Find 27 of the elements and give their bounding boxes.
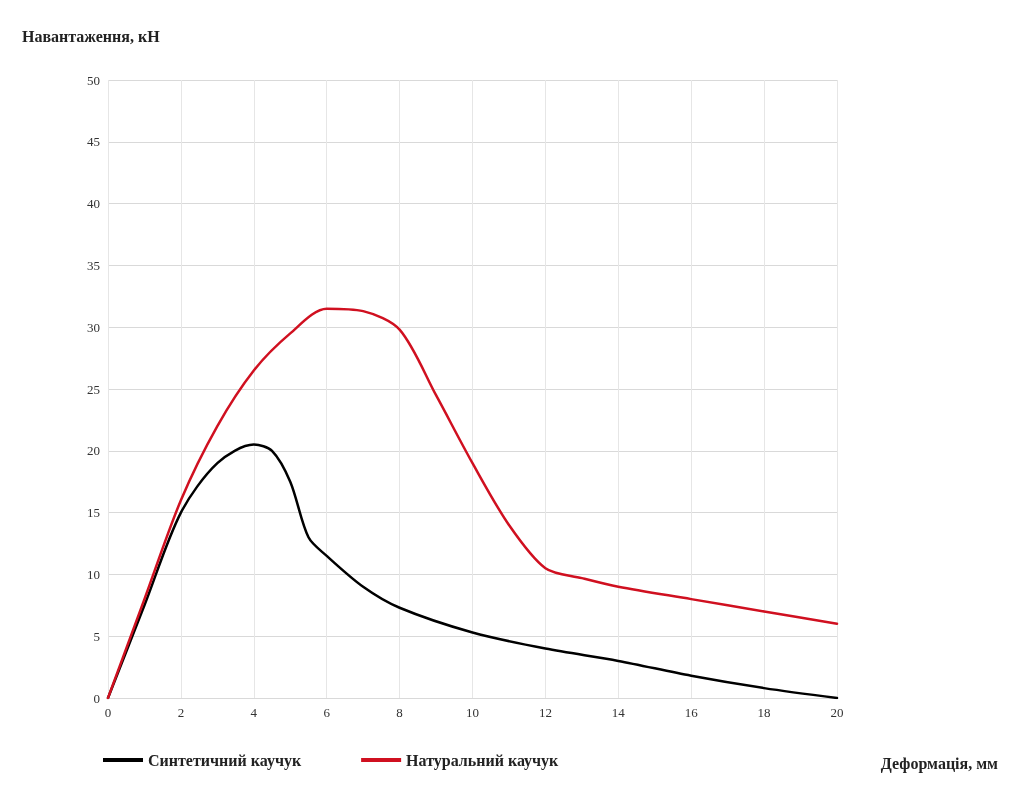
y-tick-label: 0 (93, 690, 100, 706)
legend-label: Натуральний каучук (406, 751, 560, 770)
x-tick-label: 10 (466, 705, 479, 720)
x-tick-label: 14 (611, 705, 626, 720)
x-tick-label: 12 (538, 705, 552, 720)
x-tick-label: 8 (396, 705, 403, 720)
y-tick-label: 25 (87, 381, 100, 397)
x-tick-label: 20 (830, 705, 844, 720)
y-tick-label: 20 (87, 443, 100, 459)
y-axis-title: Навантаження, кН (22, 27, 161, 45)
x-axis-title: Деформація, мм (880, 754, 999, 773)
y-tick-label: 45 (87, 134, 100, 150)
y-tick-label: 5 (93, 628, 100, 644)
legend-label: Синтетичний каучук (148, 751, 302, 770)
line-series (106, 307, 839, 700)
x-tick-label: 2 (177, 705, 185, 720)
y-tick-label: 10 (87, 566, 100, 582)
y-tick-label: 30 (87, 319, 100, 335)
x-tick-label: 4 (250, 705, 258, 720)
x-tick-label: 6 (323, 705, 331, 720)
y-tick-label: 40 (87, 196, 100, 212)
y-tick-label: 35 (87, 257, 100, 273)
x-tick-label: 16 (684, 705, 699, 720)
x-tick-label: 18 (757, 705, 771, 720)
y-tick-label: 15 (87, 505, 100, 521)
y-tick-label: 50 (87, 72, 100, 88)
x-tick-label: 0 (104, 705, 112, 720)
